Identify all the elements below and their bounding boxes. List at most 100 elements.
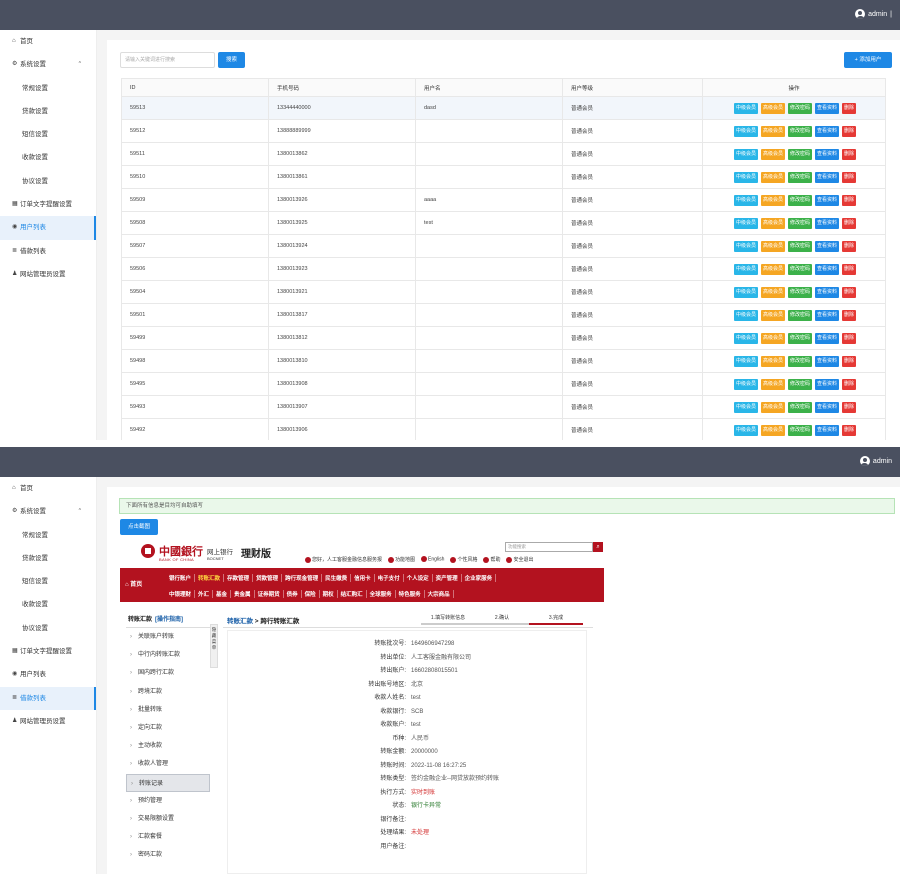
- action-button[interactable]: 删除: [842, 125, 857, 137]
- action-button[interactable]: 中级会员: [733, 332, 758, 344]
- sidebar-item[interactable]: 贷款设置: [0, 547, 96, 570]
- action-button[interactable]: 删除: [842, 286, 857, 298]
- transfer-menu-item[interactable]: 预约管理: [126, 792, 210, 810]
- action-button[interactable]: 删除: [842, 424, 857, 436]
- transfer-menu-item[interactable]: 国内跨行汇款: [126, 664, 210, 682]
- hide-menu-toggle[interactable]: 隐藏菜单: [210, 624, 218, 668]
- action-button[interactable]: 高级会员: [760, 355, 785, 367]
- sidebar-item[interactable]: 收款设置: [0, 146, 96, 169]
- action-button[interactable]: 修改密码: [787, 171, 812, 183]
- sidebar-item[interactable]: 收款设置: [0, 593, 96, 616]
- transfer-menu-item[interactable]: 批量转账: [126, 701, 210, 719]
- action-button[interactable]: 中级会员: [733, 194, 758, 206]
- action-button[interactable]: 中级会员: [733, 378, 758, 390]
- action-button[interactable]: 修改密码: [787, 355, 812, 367]
- transfer-menu-item[interactable]: 跨境汇款: [126, 683, 210, 701]
- sidebar-item[interactable]: 短信设置: [0, 123, 96, 146]
- nav-item[interactable]: 跨行现金管理: [282, 574, 323, 582]
- top-link[interactable]: 帮助: [483, 556, 500, 563]
- action-button[interactable]: 查看资料: [815, 378, 840, 390]
- action-button[interactable]: 中级会员: [733, 240, 758, 252]
- action-button[interactable]: 高级会员: [760, 309, 785, 321]
- search-icon[interactable]: ⌕: [593, 542, 603, 552]
- action-button[interactable]: 高级会员: [760, 263, 785, 275]
- action-button[interactable]: 高级会员: [760, 217, 785, 229]
- transfer-menu-item[interactable]: 转账记录: [126, 773, 210, 793]
- action-button[interactable]: 中级会员: [733, 424, 758, 436]
- action-button[interactable]: 查看资料: [815, 401, 840, 413]
- nav-item[interactable]: 贵金属: [231, 590, 255, 598]
- sidebar-item[interactable]: ♟ 网站管理员设置: [0, 710, 96, 733]
- action-button[interactable]: 中级会员: [733, 401, 758, 413]
- action-button[interactable]: 中级会员: [733, 148, 758, 160]
- action-button[interactable]: 查看资料: [815, 217, 840, 229]
- action-button[interactable]: 修改密码: [787, 378, 812, 390]
- sidebar-item[interactable]: 贷款设置: [0, 100, 96, 123]
- transfer-menu-item[interactable]: 定向汇款: [126, 719, 210, 737]
- top-link[interactable]: 个性风格: [450, 556, 477, 563]
- sidebar-item[interactable]: 短信设置: [0, 570, 96, 593]
- sidebar-item[interactable]: ◉ 用户列表: [0, 663, 96, 686]
- action-button[interactable]: 修改密码: [787, 148, 812, 160]
- nav-item[interactable]: 中银理财: [166, 590, 196, 598]
- home-link[interactable]: ⌂ 首页: [125, 582, 143, 588]
- action-button[interactable]: 删除: [842, 355, 857, 367]
- action-button[interactable]: 高级会员: [760, 378, 785, 390]
- nav-item[interactable]: 资产管理: [433, 574, 462, 582]
- function-search-input[interactable]: 功能搜索: [505, 542, 593, 552]
- action-button[interactable]: 查看资料: [815, 171, 840, 183]
- nav-item[interactable]: 特色服务: [396, 590, 425, 598]
- action-button[interactable]: 查看资料: [815, 355, 840, 367]
- user-menu[interactable]: admin |: [855, 9, 892, 19]
- sidebar-item[interactable]: 协议设置: [0, 617, 96, 640]
- top-link[interactable]: 您好，人工客服金融信息服务报: [305, 556, 382, 563]
- action-button[interactable]: 修改密码: [787, 401, 812, 413]
- action-button[interactable]: 删除: [842, 171, 857, 183]
- action-button[interactable]: 高级会员: [760, 148, 785, 160]
- action-button[interactable]: 高级会员: [760, 286, 785, 298]
- action-button[interactable]: 删除: [842, 401, 857, 413]
- action-button[interactable]: 高级会员: [760, 102, 785, 114]
- transfer-menu-item[interactable]: 关联账户转账: [126, 628, 210, 646]
- nav-item[interactable]: 基金: [213, 590, 232, 598]
- action-button[interactable]: 修改密码: [787, 332, 812, 344]
- guide-link[interactable]: [操作指南]: [155, 617, 184, 623]
- action-button[interactable]: 删除: [842, 378, 857, 390]
- action-button[interactable]: 修改密码: [787, 309, 812, 321]
- nav-item[interactable]: 电子支付: [375, 574, 404, 582]
- action-button[interactable]: 查看资料: [815, 125, 840, 137]
- action-button[interactable]: 中级会员: [733, 263, 758, 275]
- action-button[interactable]: 查看资料: [815, 240, 840, 252]
- nav-item[interactable]: 转账汇款: [195, 574, 225, 582]
- screenshot-button[interactable]: 点击截图: [120, 519, 158, 535]
- nav-item[interactable]: 存款管理: [224, 574, 254, 582]
- nav-item[interactable]: 期权: [320, 590, 338, 598]
- nav-item[interactable]: 保险: [302, 590, 320, 598]
- nav-item[interactable]: 证券期货: [255, 590, 284, 598]
- action-button[interactable]: 删除: [842, 309, 857, 321]
- sidebar-item[interactable]: ▦ 订单文字提醒设置: [0, 193, 96, 216]
- action-button[interactable]: 高级会员: [760, 194, 785, 206]
- nav-item[interactable]: 企业家服务: [462, 574, 497, 582]
- nav-item[interactable]: 全球服务: [367, 590, 396, 598]
- action-button[interactable]: 高级会员: [760, 125, 785, 137]
- sidebar-item[interactable]: ⌂ 首页: [0, 477, 96, 500]
- sidebar-item[interactable]: 常规设置: [0, 77, 96, 100]
- action-button[interactable]: 查看资料: [815, 309, 840, 321]
- sidebar-item[interactable]: ♟ 网站管理员设置: [0, 263, 96, 286]
- transfer-menu-item[interactable]: 主动收款: [126, 737, 210, 755]
- action-button[interactable]: 中级会员: [733, 102, 758, 114]
- action-button[interactable]: 修改密码: [787, 102, 812, 114]
- top-link[interactable]: 安全退出: [506, 556, 533, 563]
- action-button[interactable]: 修改密码: [787, 424, 812, 436]
- action-button[interactable]: 修改密码: [787, 286, 812, 298]
- action-button[interactable]: 删除: [842, 102, 857, 114]
- top-link[interactable]: 功能地图: [388, 556, 415, 563]
- action-button[interactable]: 删除: [842, 240, 857, 252]
- action-button[interactable]: 修改密码: [787, 125, 812, 137]
- action-button[interactable]: 高级会员: [760, 332, 785, 344]
- add-user-button[interactable]: + 添加用户: [844, 52, 892, 68]
- action-button[interactable]: 中级会员: [733, 217, 758, 229]
- action-button[interactable]: 高级会员: [760, 171, 785, 183]
- nav-item[interactable]: 大宗商品: [425, 590, 454, 598]
